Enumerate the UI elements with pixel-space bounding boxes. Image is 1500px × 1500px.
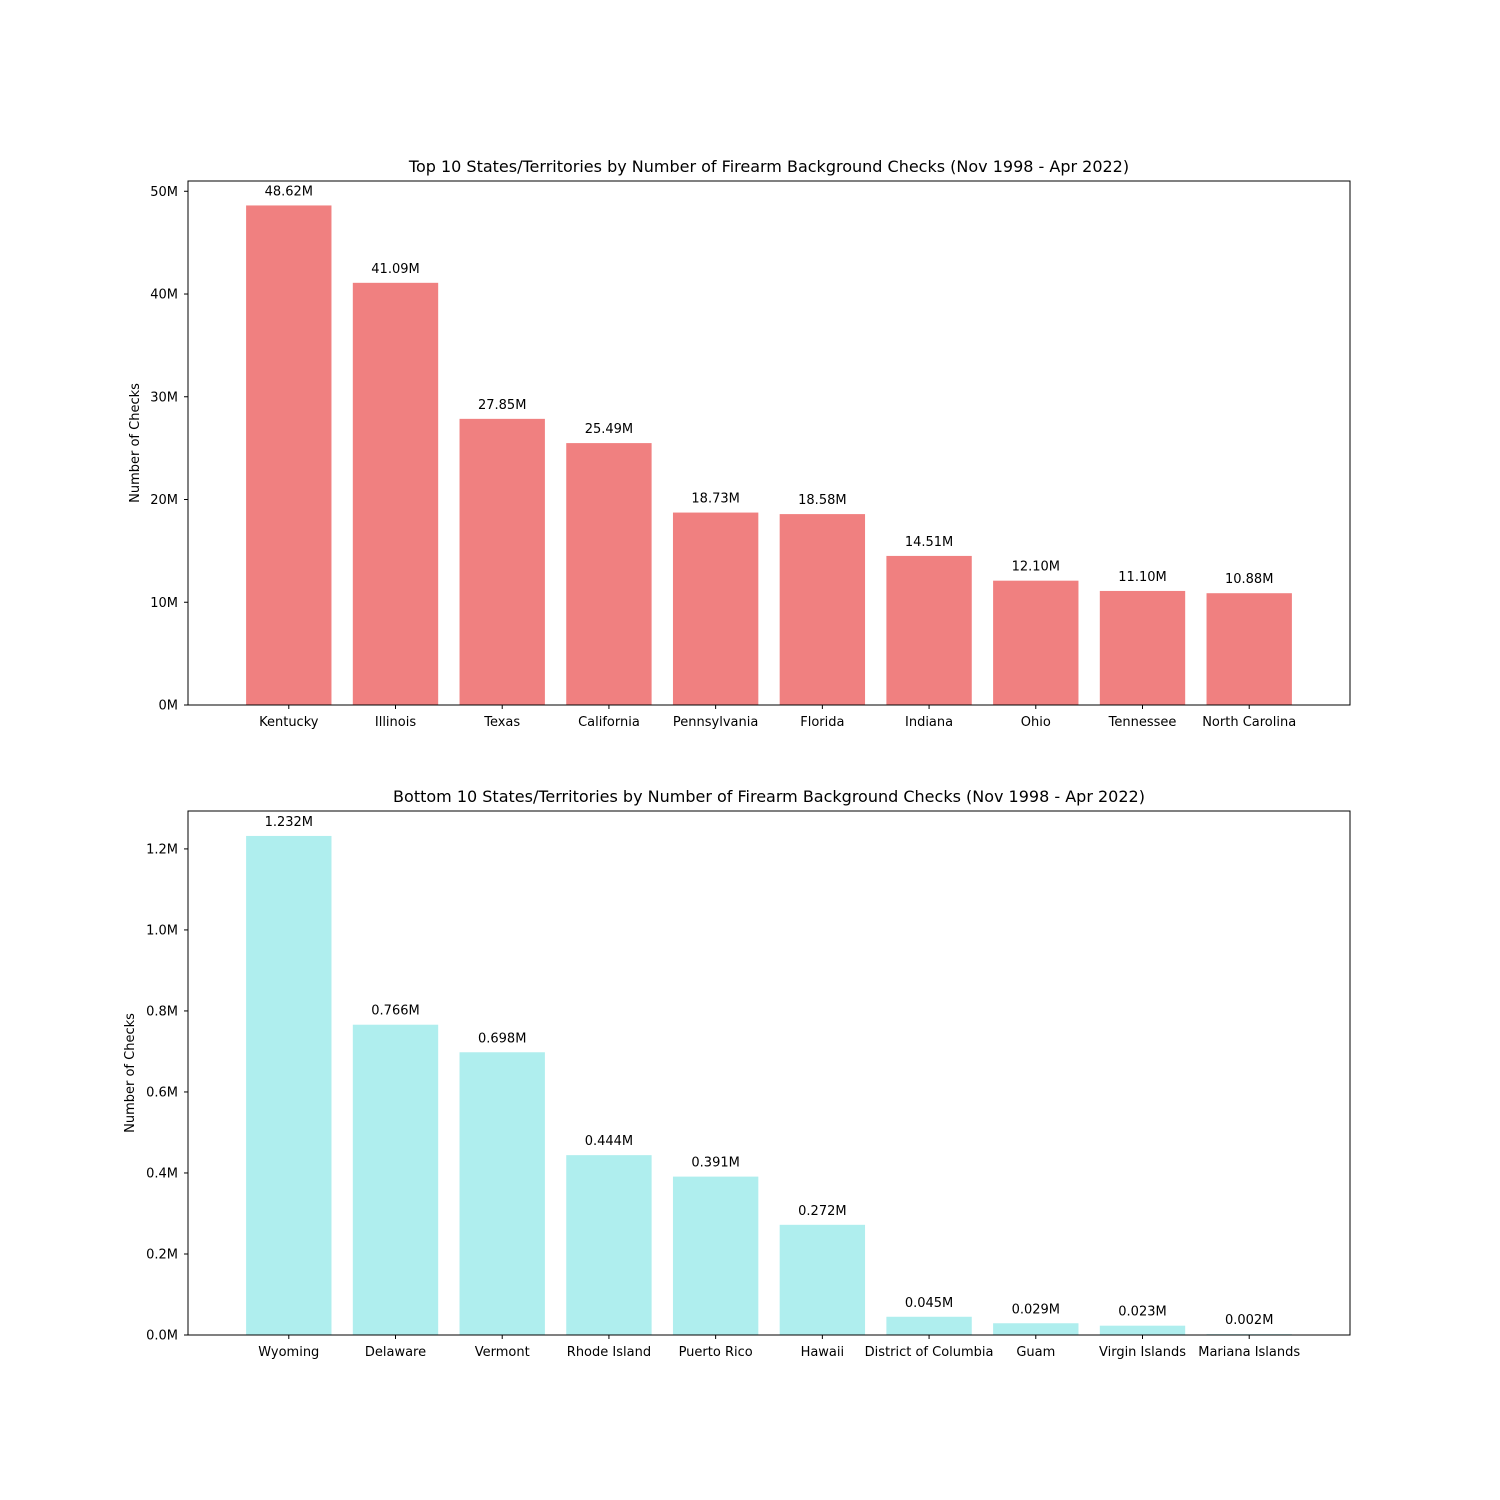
top-chart-bar-pennsylvania bbox=[672, 512, 759, 705]
bottom-chart-bar-wyoming bbox=[246, 835, 332, 1335]
bottom-chart-y-tick-label: 0.6M bbox=[146, 1085, 178, 1100]
bottom-chart-bar-vermont bbox=[459, 1052, 545, 1335]
bottom-chart-bar-labels: 1.232M 0.766M 0.698M 0.444M 0.391M 0.272M 0.04… bbox=[265, 815, 1274, 1328]
top-chart-title: Top 10 States/Territories by Number of F… bbox=[408, 157, 1129, 176]
top-chart-x-tick-label: Florida bbox=[800, 715, 844, 730]
bottom-chart-x-tick-label: Vermont bbox=[475, 1345, 530, 1360]
top-chart-y-tick-label: 30M bbox=[150, 390, 178, 405]
bottom-chart-y-tick-label: 1.2M bbox=[146, 842, 178, 857]
bottom-chart-bar-puerto-rico bbox=[672, 1176, 759, 1335]
bottom-chart-title: Bottom 10 States/Territories by Number o… bbox=[393, 787, 1145, 806]
top-chart-y-ticks: 0M 10M 20M 30M 40M 50M bbox=[150, 185, 188, 714]
top-chart-x-tick-label: Tennessee bbox=[1108, 715, 1177, 730]
top-chart-bar-kentucky bbox=[246, 205, 332, 705]
top-chart-y-tick-label: 20M bbox=[150, 493, 178, 508]
top-chart-bar-indiana bbox=[886, 555, 972, 705]
bottom-chart-value-label: 0.698M bbox=[478, 1031, 526, 1046]
top-chart-value-label: 18.73M bbox=[691, 492, 739, 507]
bottom-chart-value-label: 0.002M bbox=[1225, 1313, 1273, 1328]
bottom-chart-value-label: 0.029M bbox=[1012, 1302, 1060, 1317]
top-chart-plot-frame bbox=[187, 180, 1351, 706]
bottom-chart-bar-guam bbox=[993, 1323, 1079, 1335]
top-chart-x-tick-label: California bbox=[578, 715, 640, 730]
top-chart-x-tick-label: Indiana bbox=[905, 715, 953, 730]
top-chart-value-label: 18.58M bbox=[798, 493, 846, 508]
bottom-chart-bars bbox=[246, 835, 1292, 1335]
top-chart-y-axis-label: Number of Checks bbox=[128, 383, 143, 503]
bottom-chart-x-tick-label: Puerto Rico bbox=[679, 1345, 753, 1360]
top-chart-x-tick-label: Kentucky bbox=[259, 715, 319, 730]
top-chart-value-label: 11.10M bbox=[1118, 570, 1166, 585]
bottom-chart-x-tick-label: Hawaii bbox=[801, 1345, 845, 1360]
top-chart-bars bbox=[246, 205, 1292, 705]
top-chart-bar-labels: 48.62M 41.09M 27.85M 25.49M 18.73M 18.58M 14.5… bbox=[265, 184, 1274, 587]
top-10-chart: Top 10 States/Territories by Number of F… bbox=[128, 157, 1351, 730]
bottom-chart-x-ticks: Wyoming Delaware Vermont Rhode Island Puerto… bbox=[258, 1335, 1300, 1360]
bottom-chart-x-tick-label: Delaware bbox=[365, 1345, 426, 1360]
top-chart-y-tick-label: 40M bbox=[150, 288, 178, 303]
top-chart-x-tick-label: Illinois bbox=[375, 715, 416, 730]
bottom-chart-value-label: 0.045M bbox=[905, 1296, 953, 1311]
top-chart-bar-ohio bbox=[993, 580, 1079, 705]
top-chart-x-tick-label: Ohio bbox=[1021, 715, 1051, 730]
bottom-chart-x-tick-label: Guam bbox=[1016, 1345, 1055, 1360]
bottom-chart-value-label: 0.391M bbox=[691, 1156, 739, 1171]
top-chart-bar-tennessee bbox=[1099, 590, 1186, 705]
bottom-10-chart: Bottom 10 States/Territories by Number o… bbox=[123, 787, 1351, 1360]
bottom-chart-value-label: 0.272M bbox=[798, 1204, 846, 1219]
bottom-chart-value-label: 0.766M bbox=[371, 1004, 419, 1019]
bottom-chart-bar-virgin-islands bbox=[1099, 1325, 1186, 1335]
top-chart-x-ticks: Kentucky Illinois Texas California Pennsylva… bbox=[259, 705, 1296, 730]
top-chart-bar-illinois bbox=[352, 282, 439, 705]
bottom-chart-y-ticks: 0.0M 0.2M 0.4M 0.6M 0.8M 1.0M 1.2M bbox=[146, 842, 188, 1344]
top-chart-value-label: 10.88M bbox=[1225, 572, 1273, 587]
top-chart-value-label: 41.09M bbox=[371, 262, 419, 277]
bottom-chart-bar-rhode-island bbox=[566, 1155, 652, 1335]
top-chart-value-label: 27.85M bbox=[478, 398, 526, 413]
top-chart-value-label: 12.10M bbox=[1012, 560, 1060, 575]
bottom-chart-y-axis-label: Number of Checks bbox=[123, 1013, 138, 1133]
bottom-chart-y-tick-label: 0.4M bbox=[146, 1166, 178, 1181]
top-chart-y-tick-label: 10M bbox=[150, 596, 178, 611]
bottom-chart-plot-frame bbox=[187, 810, 1351, 1336]
bottom-chart-bar-delaware bbox=[352, 1024, 439, 1335]
bottom-chart-y-tick-label: 0.2M bbox=[146, 1247, 178, 1262]
bottom-chart-x-tick-label: Virgin Islands bbox=[1099, 1345, 1186, 1360]
bottom-chart-value-label: 1.232M bbox=[265, 815, 313, 830]
bottom-chart-x-tick-label: Rhode Island bbox=[567, 1345, 651, 1360]
bottom-chart-y-tick-label: 0.8M bbox=[146, 1004, 178, 1019]
top-chart-value-label: 14.51M bbox=[905, 535, 953, 550]
top-chart-bar-north-carolina bbox=[1206, 593, 1292, 705]
top-chart-x-tick-label: Pennsylvania bbox=[673, 715, 758, 730]
top-chart-x-tick-label: North Carolina bbox=[1202, 715, 1296, 730]
bottom-chart-bar-hawaii bbox=[779, 1224, 866, 1335]
bottom-chart-y-tick-label: 0.0M bbox=[146, 1329, 178, 1344]
top-chart-bar-texas bbox=[459, 418, 545, 705]
top-chart-value-label: 25.49M bbox=[585, 422, 633, 437]
bottom-chart-value-label: 0.444M bbox=[585, 1134, 633, 1149]
bottom-chart-x-tick-label: Mariana Islands bbox=[1198, 1345, 1300, 1360]
bottom-chart-bar-district-of-columbia bbox=[886, 1316, 972, 1335]
bottom-chart-x-tick-label: District of Columbia bbox=[865, 1345, 994, 1360]
top-chart-bar-florida bbox=[779, 514, 866, 705]
top-chart-y-tick-label: 50M bbox=[150, 185, 178, 200]
top-chart-x-tick-label: Texas bbox=[483, 715, 520, 730]
bottom-chart-y-tick-label: 1.0M bbox=[146, 923, 178, 938]
top-chart-bar-california bbox=[566, 443, 652, 705]
bottom-chart-x-tick-label: Wyoming bbox=[258, 1345, 319, 1360]
bottom-chart-value-label: 0.023M bbox=[1118, 1305, 1166, 1320]
top-chart-value-label: 48.62M bbox=[265, 184, 313, 199]
top-chart-y-tick-label: 0M bbox=[159, 699, 179, 714]
